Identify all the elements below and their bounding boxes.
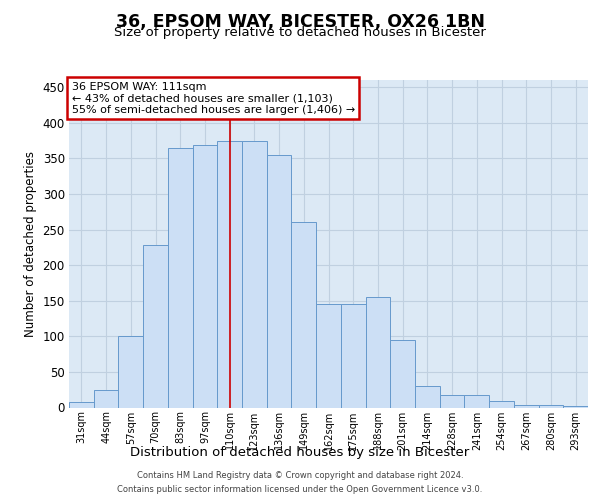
Bar bbox=[94, 390, 118, 407]
Bar bbox=[316, 304, 341, 408]
Bar bbox=[440, 394, 464, 407]
Bar bbox=[464, 394, 489, 407]
Text: Distribution of detached houses by size in Bicester: Distribution of detached houses by size … bbox=[130, 446, 470, 459]
Bar bbox=[69, 402, 94, 407]
Text: Size of property relative to detached houses in Bicester: Size of property relative to detached ho… bbox=[114, 26, 486, 39]
Text: 36, EPSOM WAY, BICESTER, OX26 1BN: 36, EPSOM WAY, BICESTER, OX26 1BN bbox=[115, 12, 485, 30]
Bar bbox=[415, 386, 440, 407]
Bar bbox=[217, 140, 242, 407]
Bar bbox=[168, 148, 193, 408]
Bar bbox=[514, 406, 539, 407]
Bar bbox=[365, 297, 390, 408]
Bar bbox=[267, 155, 292, 407]
Y-axis label: Number of detached properties: Number of detached properties bbox=[24, 151, 37, 337]
Bar bbox=[193, 146, 217, 408]
Bar bbox=[489, 401, 514, 407]
Bar bbox=[390, 340, 415, 407]
Bar bbox=[143, 245, 168, 408]
Bar bbox=[539, 406, 563, 407]
Text: Contains HM Land Registry data © Crown copyright and database right 2024.: Contains HM Land Registry data © Crown c… bbox=[137, 472, 463, 480]
Bar bbox=[242, 140, 267, 407]
Bar bbox=[563, 406, 588, 407]
Text: Contains public sector information licensed under the Open Government Licence v3: Contains public sector information licen… bbox=[118, 484, 482, 494]
Bar bbox=[341, 304, 365, 408]
Bar bbox=[292, 222, 316, 408]
Bar bbox=[118, 336, 143, 407]
Text: 36 EPSOM WAY: 111sqm
← 43% of detached houses are smaller (1,103)
55% of semi-de: 36 EPSOM WAY: 111sqm ← 43% of detached h… bbox=[71, 82, 355, 115]
